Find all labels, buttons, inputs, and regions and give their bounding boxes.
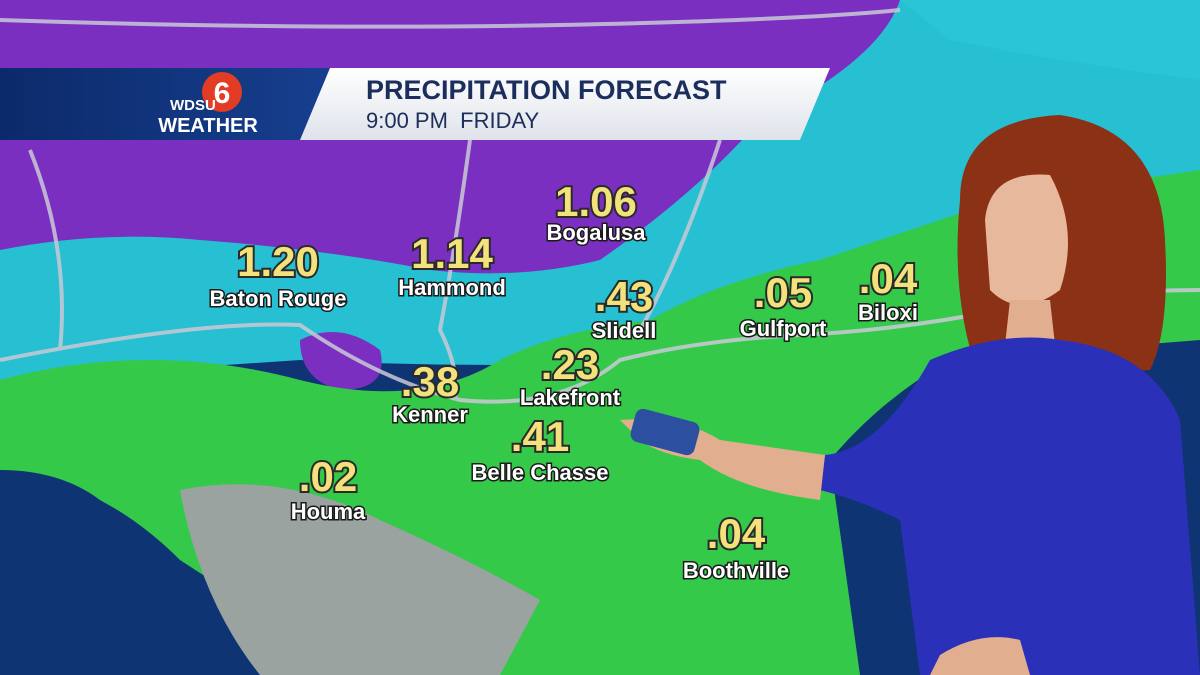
precip-value: .02 [299,453,357,500]
location-name: Baton Rouge [210,286,347,311]
location-name: Hammond [398,275,506,300]
location-name: Slidell [592,318,657,343]
location-name: Biloxi [858,300,918,325]
logo-station: WDSU [170,97,216,114]
location-name: Belle Chasse [472,460,609,485]
precip-value: 1.14 [411,230,493,277]
precip-value: 1.20 [237,238,319,285]
precip-value: .38 [401,358,459,405]
logo-channel: 6 [214,77,231,110]
title: PRECIPITATION FORECAST [366,75,727,105]
precip-value: .05 [754,269,812,316]
precip-value: .04 [707,510,766,557]
location-name: Houma [291,499,366,524]
precip-value: .43 [595,273,653,320]
location-name: Gulfport [740,316,827,341]
location-name: Bogalusa [546,220,646,245]
location-name: Boothville [683,558,789,583]
precip-value: .41 [511,413,569,460]
precip-value: 1.06 [555,178,637,225]
logo-brand: WEATHER [158,115,258,137]
subtitle: 9:00 PM FRIDAY [366,108,540,133]
precip-value: .04 [859,255,918,302]
precip-value: .23 [541,341,599,388]
location-name: Lakefront [520,385,621,410]
header-banner: WDSU 6 WEATHER PRECIPITATION FORECAST 9:… [0,68,830,140]
location-name: Kenner [392,402,468,427]
presenter [620,115,1200,675]
